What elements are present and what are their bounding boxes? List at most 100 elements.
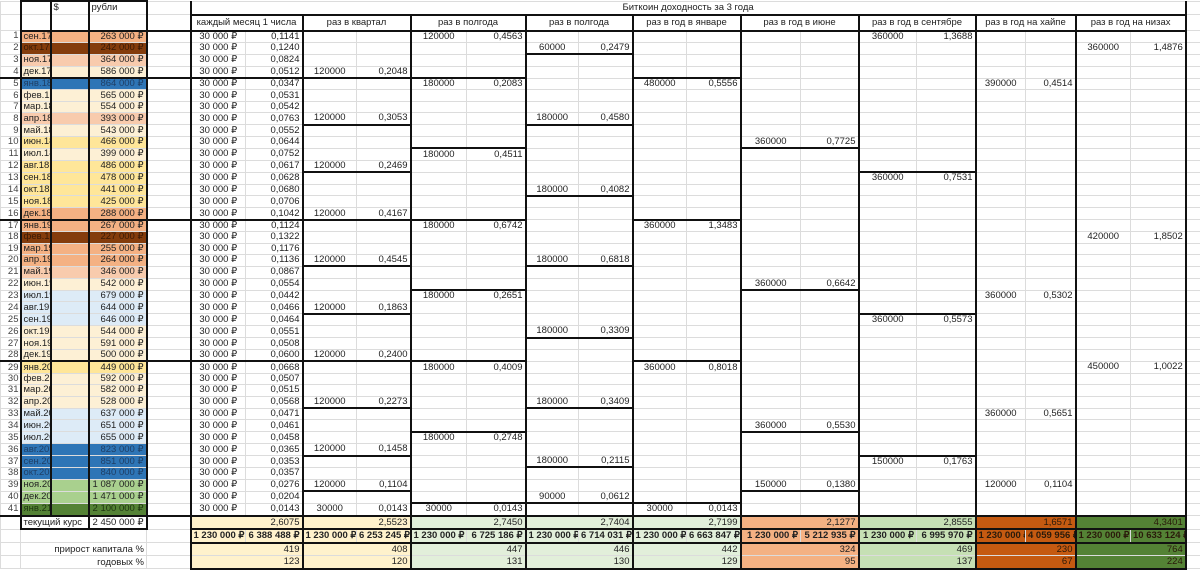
amount-cell[interactable]: 30 000 ₽ — [191, 278, 246, 290]
amount-cell[interactable]: 120000 — [303, 444, 357, 456]
amount-cell[interactable] — [303, 491, 357, 503]
amount-cell[interactable]: 30 000 ₽ — [191, 160, 246, 172]
cell[interactable] — [1186, 254, 1200, 266]
cell[interactable] — [147, 208, 191, 220]
amount-cell[interactable] — [526, 31, 579, 43]
month-cell[interactable]: май.20 — [21, 408, 51, 420]
cell[interactable] — [147, 232, 191, 243]
amount-cell[interactable]: 120000 — [411, 31, 467, 43]
ratio-cell[interactable] — [1131, 491, 1186, 503]
ratio-cell[interactable] — [801, 408, 859, 420]
ratio-cell[interactable] — [1026, 172, 1076, 184]
summary-coef[interactable]: 2,5523 — [303, 516, 411, 530]
invested-total[interactable]: 1 230 000 ₽ — [303, 529, 357, 543]
summary-growth[interactable]: 408 — [303, 543, 411, 556]
amount-cell[interactable] — [411, 467, 467, 479]
invested-total[interactable]: 1 230 000 ₽ — [976, 529, 1026, 543]
ratio-cell[interactable] — [579, 408, 633, 420]
amount-cell[interactable] — [741, 361, 801, 373]
amount-cell[interactable] — [411, 326, 467, 338]
ratio-cell[interactable]: 0,1104 — [1026, 479, 1076, 491]
amount-cell[interactable] — [1076, 278, 1131, 290]
ratio-cell[interactable] — [579, 444, 633, 456]
cell[interactable] — [1186, 314, 1200, 326]
amount-cell[interactable]: 360000 — [976, 408, 1026, 420]
amount-cell[interactable] — [741, 290, 801, 302]
row-number[interactable]: 32 — [1, 396, 21, 408]
usd-cell[interactable] — [51, 350, 89, 362]
amount-cell[interactable] — [411, 113, 467, 125]
amount-cell[interactable] — [526, 172, 579, 184]
amount-cell[interactable]: 30 000 ₽ — [191, 361, 246, 373]
ratio-cell[interactable] — [357, 278, 411, 290]
amount-cell[interactable] — [526, 479, 579, 491]
amount-cell[interactable] — [859, 184, 917, 196]
ratio-cell[interactable] — [1131, 220, 1186, 232]
amount-cell[interactable] — [411, 385, 467, 396]
amount-cell[interactable]: 30 000 ₽ — [191, 243, 246, 254]
rub-price-cell[interactable]: 393 000 ₽ — [89, 113, 147, 125]
ratio-cell[interactable]: 0,2115 — [579, 456, 633, 468]
ratio-cell[interactable] — [917, 148, 976, 160]
amount-cell[interactable] — [741, 125, 801, 137]
ratio-cell[interactable] — [357, 78, 411, 90]
rub-price-cell[interactable]: 651 000 ₽ — [89, 420, 147, 432]
amount-cell[interactable] — [526, 420, 579, 432]
usd-cell[interactable] — [51, 254, 89, 266]
ratio-cell[interactable] — [579, 125, 633, 137]
ratio-cell[interactable] — [357, 148, 411, 160]
amount-cell[interactable] — [1076, 479, 1131, 491]
ratio-cell[interactable] — [801, 467, 859, 479]
amount-cell[interactable] — [976, 137, 1026, 149]
strategy-header[interactable]: раз в год в сентябре — [859, 15, 976, 31]
amount-cell[interactable]: 480000 — [633, 78, 687, 90]
ratio-cell[interactable] — [467, 456, 526, 468]
ratio-cell[interactable]: 0,0551 — [246, 326, 303, 338]
rub-price-cell[interactable]: 592 000 ₽ — [89, 373, 147, 384]
ratio-cell[interactable] — [801, 373, 859, 384]
ratio-cell[interactable] — [917, 42, 976, 54]
amount-cell[interactable] — [741, 266, 801, 278]
amount-cell[interactable] — [1076, 420, 1131, 432]
invested-total[interactable]: 1 230 000 ₽ — [741, 529, 801, 543]
ratio-cell[interactable] — [801, 491, 859, 503]
ratio-cell[interactable] — [357, 125, 411, 137]
ratio-cell[interactable] — [467, 243, 526, 254]
amount-cell[interactable] — [976, 160, 1026, 172]
amount-cell[interactable] — [976, 302, 1026, 314]
row-number[interactable]: 8 — [1, 113, 21, 125]
rub-price-cell[interactable]: 441 000 ₽ — [89, 184, 147, 196]
usd-cell[interactable] — [51, 444, 89, 456]
amount-cell[interactable] — [976, 278, 1026, 290]
amount-cell[interactable] — [859, 290, 917, 302]
cell[interactable] — [1186, 361, 1200, 373]
amount-cell[interactable]: 30 000 ₽ — [191, 408, 246, 420]
ratio-cell[interactable] — [801, 503, 859, 515]
ratio-cell[interactable]: 0,0143 — [246, 503, 303, 515]
cell[interactable] — [1186, 101, 1200, 112]
ratio-cell[interactable] — [579, 266, 633, 278]
cell[interactable] — [147, 556, 191, 569]
amount-cell[interactable]: 30 000 ₽ — [191, 220, 246, 232]
amount-cell[interactable]: 120000 — [303, 160, 357, 172]
rub-price-cell[interactable]: 565 000 ₽ — [89, 90, 147, 101]
usd-cell[interactable] — [51, 396, 89, 408]
amount-cell[interactable]: 120000 — [303, 350, 357, 362]
amount-cell[interactable] — [1076, 54, 1131, 66]
rub-price-cell[interactable]: 644 000 ₽ — [89, 302, 147, 314]
amount-cell[interactable] — [976, 101, 1026, 112]
ratio-cell[interactable] — [1131, 350, 1186, 362]
ratio-cell[interactable] — [801, 172, 859, 184]
ratio-cell[interactable] — [1026, 278, 1076, 290]
ratio-cell[interactable] — [687, 491, 741, 503]
amount-cell[interactable] — [976, 467, 1026, 479]
row-number[interactable]: 37 — [1, 456, 21, 468]
amount-cell[interactable] — [1076, 90, 1131, 101]
ratio-cell[interactable] — [917, 125, 976, 137]
month-cell[interactable]: окт.17 — [21, 42, 51, 54]
ratio-cell[interactable] — [1131, 101, 1186, 112]
amount-cell[interactable] — [859, 90, 917, 101]
ratio-cell[interactable]: 0,7725 — [801, 137, 859, 149]
row-number[interactable]: 18 — [1, 232, 21, 243]
cell[interactable] — [147, 101, 191, 112]
